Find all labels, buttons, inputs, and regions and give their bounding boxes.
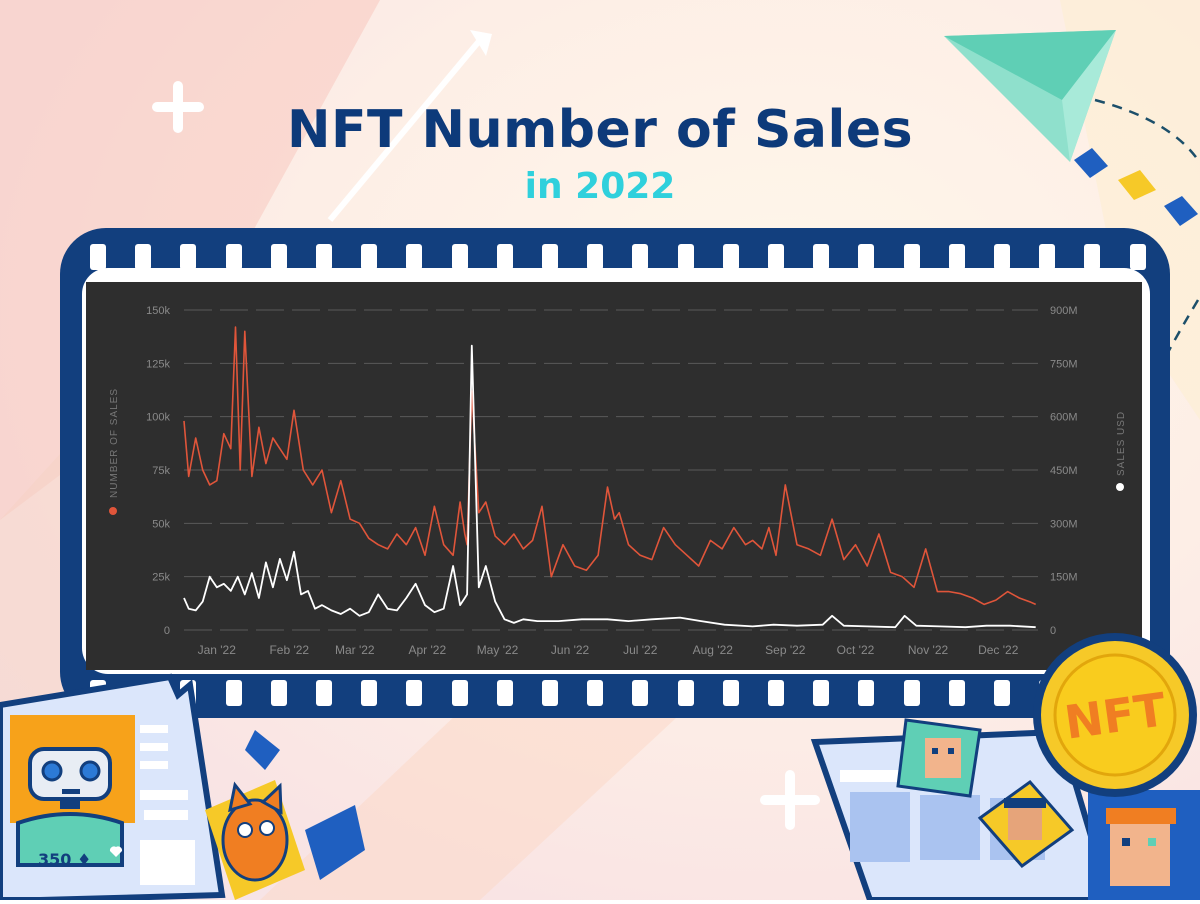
- film-hole-bottom: [361, 680, 378, 706]
- arrow-head-icon: [470, 30, 492, 56]
- film-hole-bottom: [316, 680, 332, 706]
- robot-profile-card: 350 ♦: [0, 665, 240, 904]
- film-hole-bottom: [632, 680, 649, 706]
- film-hole-top: [316, 244, 332, 270]
- page-subtitle: in 2022: [524, 166, 676, 207]
- film-hole-top: [180, 244, 197, 270]
- paper-plane-icon: [944, 30, 1116, 162]
- nft-laptop-illustration: NFT: [810, 620, 1200, 904]
- y-axis-label-right: SALES USD: [1116, 411, 1127, 476]
- x-tick-label: Mar '22: [335, 643, 375, 657]
- film-hole-bottom: [677, 680, 694, 706]
- x-tick-label: Sep '22: [765, 643, 806, 657]
- x-tick-label: Jun '22: [551, 643, 590, 657]
- price-label: 350 ♦: [38, 850, 91, 869]
- x-tick-label: Oct '22: [837, 643, 875, 657]
- film-hole-bottom: [542, 680, 558, 706]
- film-hole-bottom: [948, 680, 965, 706]
- plus-icon: [152, 81, 204, 133]
- film-hole-bottom: [994, 680, 1010, 706]
- film-hole-top: [677, 244, 694, 270]
- film-hole-top: [1084, 244, 1101, 270]
- x-tick-label: Apr '22: [409, 643, 447, 657]
- y-tick-label-left: 150k: [146, 305, 170, 317]
- film-hole-bottom: [496, 680, 513, 706]
- film-hole-top: [858, 244, 875, 270]
- plus-icon-bottom: [760, 770, 820, 830]
- film-hole-bottom: [903, 680, 920, 706]
- film-hole-top: [451, 244, 468, 270]
- x-tick-label: Jan '22: [198, 643, 237, 657]
- number-of-sales-line: [183, 326, 1037, 606]
- film-hole-bottom: [270, 680, 287, 706]
- nft-coin-icon: NFT: [1033, 633, 1197, 797]
- film-hole-top: [632, 244, 649, 270]
- film-hole-top: [948, 244, 965, 270]
- cat-icon: [205, 730, 365, 900]
- film-hole-top: [1039, 244, 1056, 270]
- y-tick-label-right: 300M: [1050, 518, 1078, 530]
- pixel-avatar-2-icon: [977, 779, 1075, 869]
- film-hole-bottom: [858, 680, 875, 706]
- sales-legend-dot-icon: [109, 507, 117, 515]
- y-tick-label-left: 100k: [146, 412, 170, 424]
- film-hole-bottom: [451, 680, 468, 706]
- film-hole-bottom: [722, 680, 739, 706]
- page-title: NFT Number of Sales: [286, 100, 914, 160]
- y-tick-label-right: 900M: [1050, 305, 1078, 317]
- sales-usd-line: [183, 344, 1036, 629]
- film-hole-bottom: [813, 680, 830, 706]
- pixel-avatar-icon: [896, 718, 982, 798]
- y-tick-label-left: 50k: [152, 518, 170, 530]
- y-tick-label-left: 0: [164, 625, 170, 637]
- film-hole-top: [90, 244, 106, 270]
- y-tick-label-left: 25k: [152, 572, 170, 584]
- plane-trail-icon: [1094, 98, 1200, 161]
- y-tick-label-right: 150M: [1050, 572, 1078, 584]
- cat-sticker: [205, 730, 375, 904]
- film-hole-top: [813, 244, 830, 270]
- pixel-avatar-3-icon: [1088, 790, 1200, 900]
- y-axis-label-left: NUMBER OF SALES: [109, 388, 120, 498]
- y-tick-label-right: 0: [1050, 625, 1056, 637]
- x-tick-label: Feb '22: [269, 643, 309, 657]
- confetti-icon: [1074, 148, 1198, 226]
- film-hole-top: [542, 244, 558, 270]
- y-tick-label-left: 75k: [152, 465, 170, 477]
- film-hole-top: [722, 244, 739, 270]
- x-tick-label: Nov '22: [908, 643, 949, 657]
- film-hole-top: [361, 244, 378, 270]
- arrow-line-icon: [327, 38, 483, 222]
- film-hole-top: [768, 244, 784, 270]
- film-hole-top: [587, 244, 604, 270]
- x-tick-label: Dec '22: [978, 643, 1019, 657]
- film-hole-top: [1129, 244, 1146, 270]
- x-tick-label: Aug '22: [693, 643, 734, 657]
- film-hole-top: [406, 244, 423, 270]
- film-hole-bottom: [225, 680, 242, 706]
- x-tick-label: May '22: [477, 643, 519, 657]
- y-tick-label-right: 750M: [1050, 358, 1078, 370]
- film-hole-top: [496, 244, 513, 270]
- film-hole-top: [135, 244, 152, 270]
- film-hole-bottom: [587, 680, 604, 706]
- film-hole-top: [270, 244, 287, 270]
- film-hole-top: [225, 244, 242, 270]
- y-tick-label-right: 450M: [1050, 465, 1078, 477]
- robot-card-icon: 350 ♦: [0, 673, 226, 903]
- chart-canvas: 0 25k 50k 75k 100k 125k 150k 0 150M 300M 450M 600M…: [109, 305, 1127, 657]
- film-hole-top: [903, 244, 920, 270]
- x-tick-label: Jul '22: [623, 643, 658, 657]
- y-tick-label-right: 600M: [1050, 412, 1078, 424]
- sales-chart: 0 25k 50k 75k 100k 125k 150k 0 150M 300M 450M 600M…: [86, 282, 1142, 670]
- laptop-icon: NFT: [810, 633, 1200, 903]
- y-tick-label-left: 125k: [146, 358, 170, 370]
- film-hole-top: [994, 244, 1010, 270]
- film-hole-bottom: [768, 680, 784, 706]
- film-hole-bottom: [406, 680, 423, 706]
- usd-legend-dot-icon: [1116, 483, 1124, 491]
